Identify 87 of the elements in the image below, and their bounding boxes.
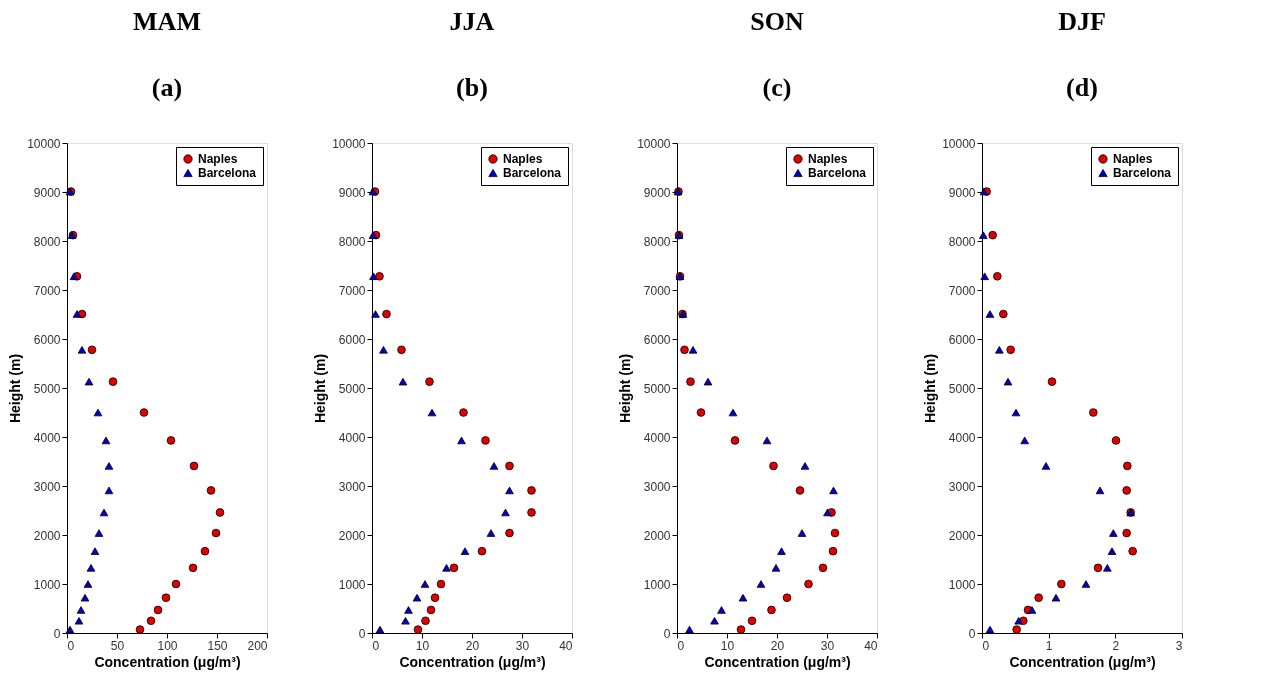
y-tick-label: 3000 [33,479,61,494]
x-tick-label: 200 [247,638,268,653]
y-tick-label: 2000 [33,528,61,543]
y-tick-label: 2000 [338,528,366,543]
x-axis-title: Concentration (μg/m³) [1009,653,1156,670]
legend-label: Naples [503,152,543,166]
chart-subtitle: (b) [456,73,488,102]
legend-label: Barcelona [198,166,257,180]
x-tick-label: 40 [864,638,878,653]
y-tick-label: 2000 [643,528,671,543]
legend-label: Barcelona [1113,166,1172,180]
y-axis-title: Height (m) [7,353,24,424]
y-tick-label: 1000 [948,577,976,592]
x-tick-label: 20 [770,638,785,653]
y-tick-label: 1000 [338,577,366,592]
x-tick-label: 150 [207,638,228,653]
legend-label: Naples [198,152,238,166]
x-tick-label: 1 [1045,638,1053,653]
y-tick-label: 6000 [33,332,61,347]
y-tick-label: 4000 [338,430,366,445]
x-tick-label: 10 [415,638,430,653]
y-tick-label: 1000 [643,577,671,592]
y-tick-label: 4000 [643,430,671,445]
x-tick-label: 0 [982,638,990,653]
legend-label: Naples [1113,152,1153,166]
y-tick-label: 8000 [338,234,366,249]
y-tick-label: 5000 [643,381,671,396]
legend-label: Naples [808,152,848,166]
y-tick-label: 4000 [948,430,976,445]
y-axis-title: Height (m) [922,353,939,424]
y-tick-label: 4000 [33,430,61,445]
chart-subtitle: (d) [1066,73,1098,102]
y-tick-label: 8000 [33,234,61,249]
y-tick-label: 5000 [948,381,976,396]
y-tick-label: 8000 [948,234,976,249]
x-tick-label: 100 [157,638,178,653]
y-tick-label: 7000 [643,283,671,298]
y-tick-label: 1000 [33,577,61,592]
y-tick-label: 10000 [27,136,61,151]
x-tick-label: 3 [1175,638,1183,653]
y-tick-label: 9000 [338,185,366,200]
y-tick-label: 7000 [948,283,976,298]
y-tick-label: 9000 [948,185,976,200]
y-tick-label: 6000 [948,332,976,347]
y-axis-title: Height (m) [312,353,329,424]
x-tick-label: 0 [372,638,380,653]
x-tick-label: 20 [465,638,480,653]
x-tick-label: 10 [720,638,735,653]
y-tick-label: 8000 [643,234,671,249]
chart-title: MAM [133,7,201,36]
y-tick-label: 2000 [948,528,976,543]
x-axis-title: Concentration (μg/m³) [399,653,546,670]
legend-label: Barcelona [808,166,867,180]
x-tick-label: 30 [515,638,530,653]
y-tick-label: 3000 [643,479,671,494]
chart-subtitle: (c) [762,73,792,102]
y-tick-label: 0 [663,626,671,641]
y-tick-label: 6000 [643,332,671,347]
y-tick-label: 6000 [338,332,366,347]
chart-title: JJA [449,7,495,36]
chart-title: DJF [1058,7,1106,36]
x-tick-label: 0 [677,638,685,653]
x-axis-title: Concentration (μg/m³) [94,653,241,670]
y-tick-label: 9000 [643,185,671,200]
y-tick-label: 10000 [942,136,976,151]
y-axis-title: Height (m) [617,353,634,424]
y-tick-label: 5000 [338,381,366,396]
y-tick-label: 0 [968,626,976,641]
legend-label: Barcelona [503,166,562,180]
x-axis-title: Concentration (μg/m³) [704,653,851,670]
y-tick-label: 0 [358,626,366,641]
y-tick-label: 10000 [332,136,366,151]
y-tick-label: 5000 [33,381,61,396]
y-tick-label: 7000 [338,283,366,298]
x-tick-label: 50 [110,638,125,653]
chart-title: SON [750,7,804,36]
y-tick-label: 0 [53,626,61,641]
y-tick-label: 3000 [338,479,366,494]
y-tick-label: 7000 [33,283,61,298]
x-tick-label: 30 [820,638,835,653]
y-tick-label: 9000 [33,185,61,200]
y-tick-label: 3000 [948,479,976,494]
x-tick-label: 2 [1112,638,1120,653]
y-tick-label: 10000 [637,136,671,151]
x-tick-label: 0 [67,638,75,653]
x-tick-label: 40 [559,638,573,653]
chart-subtitle: (a) [151,73,183,102]
